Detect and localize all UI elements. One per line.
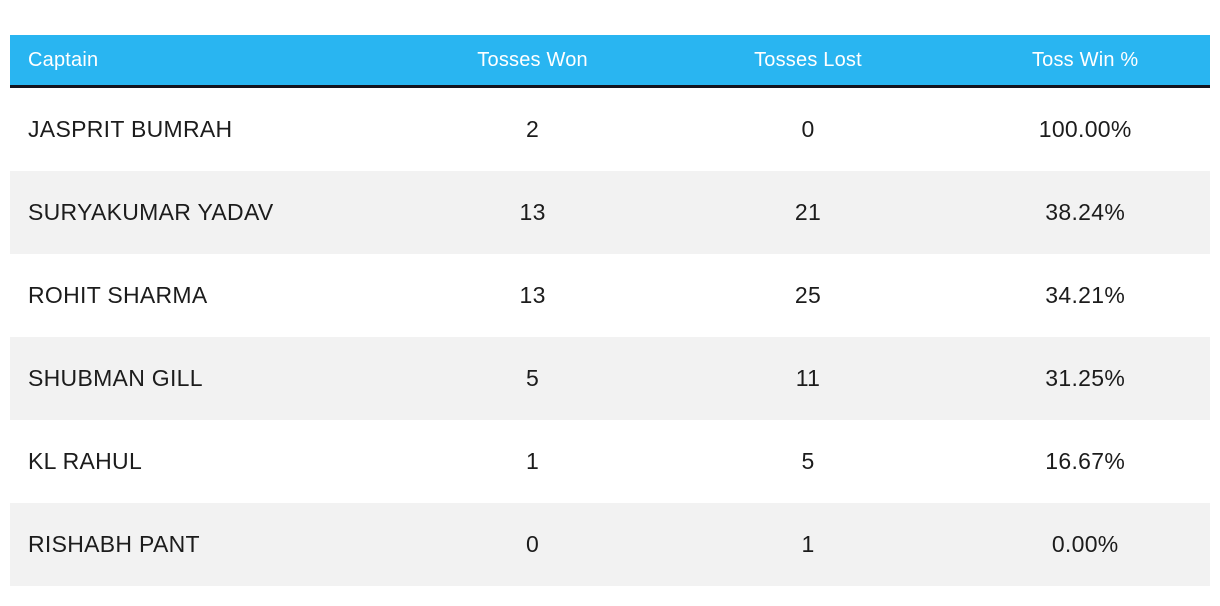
cell-toss-win-pct: 34.21% [1045, 282, 1126, 308]
cell-captain: KL RAHUL [28, 448, 143, 474]
cell-tosses-won: 13 [519, 282, 546, 308]
cell-captain: JASPRIT BUMRAH [28, 116, 233, 142]
cell-tosses-won: 2 [526, 116, 540, 142]
cell-tosses-lost: 0 [801, 116, 815, 142]
cell-toss-win-pct: 38.24% [1045, 199, 1126, 225]
cell-toss-win-pct: 0.00% [1051, 531, 1119, 557]
cell-tosses-lost: 21 [794, 199, 822, 225]
captain-toss-stats-table-container: Captain Tosses Won Tosses Lost Toss Win … [10, 35, 1210, 586]
column-header-tosses-lost: Tosses Lost [655, 35, 961, 87]
captain-toss-stats-table: Captain Tosses Won Tosses Lost Toss Win … [10, 35, 1210, 586]
cell-tosses-won: 5 [526, 365, 540, 391]
cell-captain: ROHIT SHARMA [28, 282, 208, 308]
table-body: JASPRIT BUMRAH 2 0 100.00% SURYAKUMAR YA… [10, 86, 1210, 586]
cell-captain: SHUBMAN GILL [28, 365, 203, 391]
table-header: Captain Tosses Won Tosses Lost Toss Win … [10, 35, 1210, 87]
table-row: RISHABH PANT 0 1 0.00% [10, 503, 1210, 586]
table-row: JASPRIT BUMRAH 2 0 100.00% [10, 86, 1210, 171]
cell-tosses-lost: 5 [801, 448, 815, 474]
column-header-captain: Captain [10, 35, 410, 87]
cell-toss-win-pct: 31.25% [1045, 365, 1126, 391]
cell-captain: SURYAKUMAR YADAV [28, 199, 274, 225]
header-row: Captain Tosses Won Tosses Lost Toss Win … [10, 35, 1210, 87]
cell-toss-win-pct: 100.00% [1038, 116, 1132, 142]
column-header-tosses-won: Tosses Won [409, 35, 656, 87]
cell-tosses-lost: 11 [795, 365, 821, 391]
cell-captain: RISHABH PANT [28, 531, 200, 557]
cell-toss-win-pct: 16.67% [1045, 448, 1126, 474]
table-row: SHUBMAN GILL 5 11 31.25% [10, 337, 1210, 420]
table-row: SURYAKUMAR YADAV 13 21 38.24% [10, 171, 1210, 254]
cell-tosses-lost: 1 [801, 531, 815, 557]
cell-tosses-won: 0 [526, 531, 540, 557]
table-row: KL RAHUL 1 5 16.67% [10, 420, 1210, 503]
cell-tosses-won: 13 [519, 199, 546, 225]
table-row: ROHIT SHARMA 13 25 34.21% [10, 254, 1210, 337]
cell-tosses-lost: 25 [794, 282, 822, 308]
cell-tosses-won: 1 [526, 448, 540, 474]
column-header-toss-win-pct: Toss Win % [960, 35, 1210, 87]
